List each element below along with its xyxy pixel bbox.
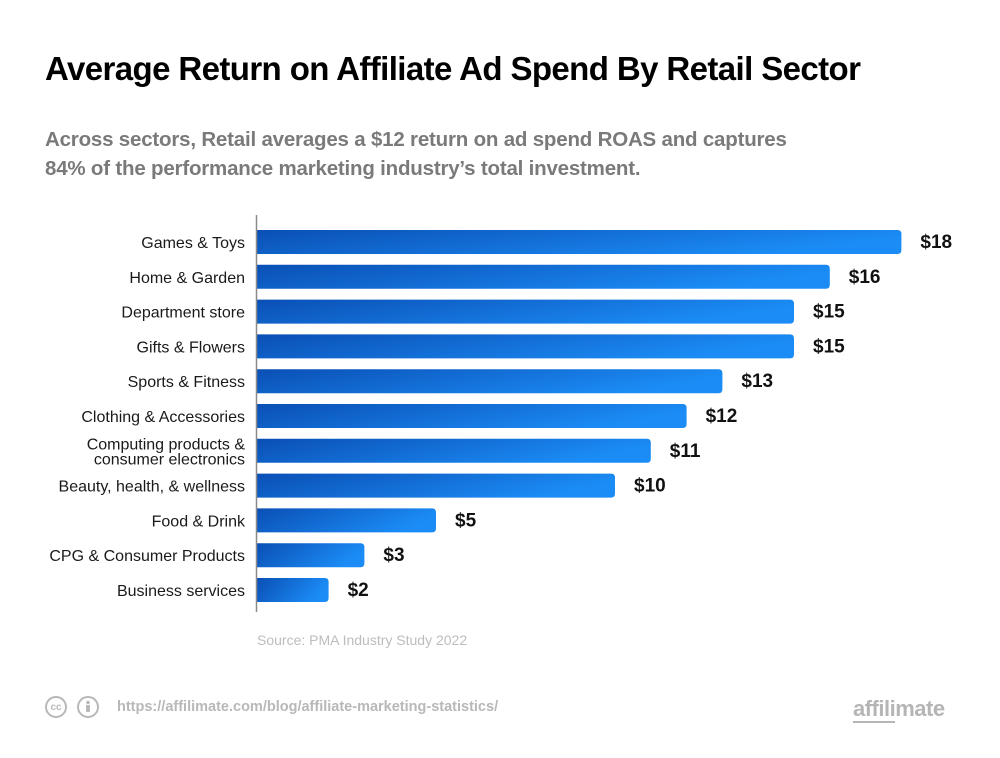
footer: cc https://affilimate.com/blog/affiliate… [45, 696, 498, 718]
chart-title: Average Return on Affiliate Ad Spend By … [45, 50, 861, 87]
bar [257, 299, 794, 324]
data-label: $13 [741, 371, 773, 392]
category-label-line: Clothing & Accessories [81, 409, 245, 426]
category-label: Home & Garden [129, 270, 245, 287]
data-label: $18 [920, 232, 952, 253]
category-label: Games & Toys [141, 235, 245, 252]
bar [257, 543, 365, 568]
category-label-line: CPG & Consumer Products [49, 548, 245, 565]
source-note: Source: PMA Industry Study 2022 [257, 632, 468, 648]
data-label: $3 [383, 545, 404, 566]
category-label-line: Beauty, health, & wellness [59, 479, 245, 496]
logo-rest: mate [895, 696, 945, 721]
chart-subtitle: Across sectors, Retail averages a $12 re… [45, 125, 845, 183]
bar [257, 404, 687, 428]
category-label-line: Sports & Fitness [128, 374, 245, 391]
logo-underlined-part: affili [853, 696, 896, 723]
bar [257, 578, 329, 602]
data-label: $16 [849, 267, 881, 288]
bar [257, 230, 902, 254]
category-label-line: Business services [117, 583, 245, 600]
data-label: $11 [670, 441, 701, 462]
category-label-line: Home & Garden [129, 270, 245, 287]
category-label: Gifts & Flowers [137, 339, 245, 356]
subtitle-line-2: 84% of the performance marketing industr… [45, 157, 641, 180]
category-label: Clothing & Accessories [81, 409, 245, 426]
bar [257, 473, 615, 498]
category-label: Business services [117, 583, 245, 600]
category-label: Computing products & consumer electronics [87, 436, 246, 468]
category-label-line: Computing products & [87, 436, 246, 453]
bar [257, 438, 651, 463]
category-label: Sports & Fitness [128, 374, 245, 391]
creative-commons-icon: cc [45, 696, 67, 718]
data-label: $15 [813, 336, 845, 357]
bar [257, 369, 723, 394]
bar [257, 334, 794, 359]
source-url-link[interactable]: https://affilimate.com/blog/affiliate-ma… [117, 699, 499, 715]
bars-group: $18 Games & Toys $16 Home & Garden $15 Depart… [49, 230, 952, 602]
category-label-line: Food & Drink [152, 513, 246, 530]
category-label: Food & Drink [152, 513, 246, 530]
data-label: $12 [706, 406, 738, 427]
category-label: Department store [121, 305, 245, 322]
data-label: $5 [455, 510, 477, 531]
category-label: CPG & Consumer Products [49, 548, 245, 565]
affilimate-logo: affilimate [853, 696, 945, 723]
data-label: $10 [634, 476, 666, 497]
category-label-line: Games & Toys [141, 235, 245, 252]
bar [257, 508, 436, 533]
category-label-line: Gifts & Flowers [137, 339, 245, 356]
data-label: $2 [348, 580, 369, 601]
category-label: Beauty, health, & wellness [59, 479, 245, 496]
category-label-line: Department store [121, 305, 245, 322]
subtitle-line-1: Across sectors, Retail averages a $12 re… [45, 128, 787, 151]
category-label-line: consumer electronics [94, 451, 245, 468]
attribution-person-icon [77, 696, 99, 718]
data-label: $15 [813, 302, 845, 323]
bar [257, 264, 830, 289]
